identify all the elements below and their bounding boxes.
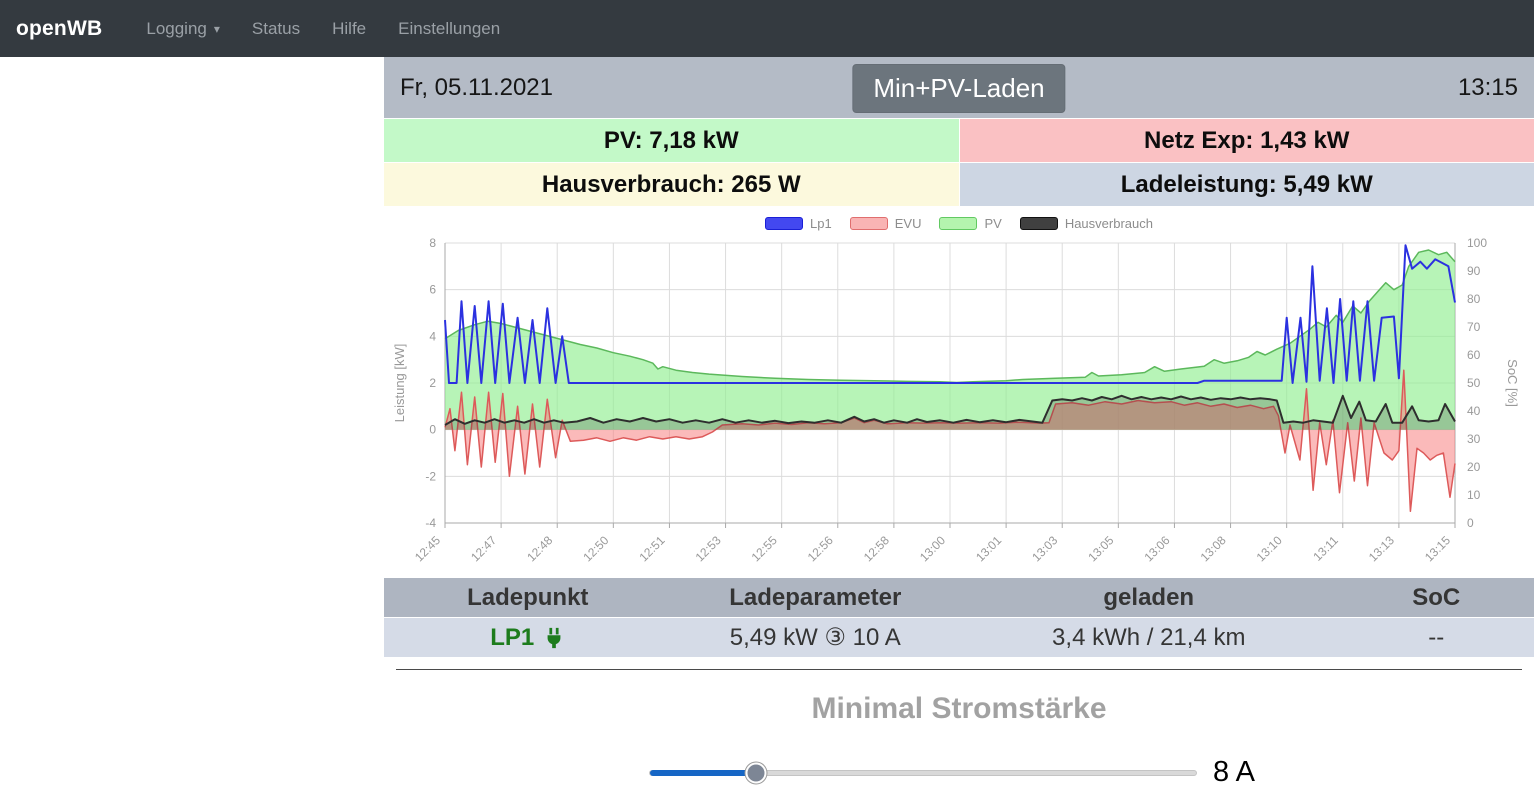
svg-text:60: 60 bbox=[1467, 348, 1481, 362]
table-header-row: Ladepunkt Ladeparameter geladen SoC bbox=[384, 578, 1534, 617]
min-current-title: Minimal Stromstärke bbox=[811, 692, 1107, 725]
svg-text:13:15: 13:15 bbox=[1422, 533, 1453, 564]
svg-text:Leistung [kW]: Leistung [kW] bbox=[392, 344, 407, 423]
svg-text:0: 0 bbox=[429, 423, 436, 437]
svg-text:12:45: 12:45 bbox=[412, 533, 443, 564]
svg-text:SoC [%]: SoC [%] bbox=[1505, 359, 1520, 407]
section-divider bbox=[396, 669, 1522, 670]
svg-text:13:08: 13:08 bbox=[1198, 533, 1229, 564]
netz-cell: Netz Exp: 1,43 kW bbox=[959, 119, 1534, 162]
slider-fill bbox=[650, 769, 757, 776]
svg-text:100: 100 bbox=[1467, 236, 1487, 250]
nav-item-logging[interactable]: Logging ▾ bbox=[146, 18, 220, 38]
soc-value: -- bbox=[1428, 623, 1445, 651]
svg-text:13:00: 13:00 bbox=[917, 533, 948, 564]
svg-text:-2: -2 bbox=[425, 469, 436, 483]
current-date: Fr, 05.11.2021 bbox=[400, 73, 553, 101]
min-current-value: 8 A bbox=[1213, 756, 1255, 786]
legend-item-pv: PV bbox=[939, 216, 1002, 231]
svg-text:13:13: 13:13 bbox=[1366, 533, 1397, 564]
svg-text:13:11: 13:11 bbox=[1310, 533, 1341, 564]
col-header-ladepunkt: Ladepunkt bbox=[467, 583, 589, 611]
svg-text:13:03: 13:03 bbox=[1029, 533, 1060, 564]
slider-thumb[interactable] bbox=[745, 762, 767, 783]
power-status-grid: PV: 7,18 kW Netz Exp: 1,43 kW Hausverbra… bbox=[384, 119, 1534, 206]
col-header-soc: SoC bbox=[1412, 583, 1461, 611]
nav-menu: Logging ▾ Status Hilfe Einstellungen bbox=[146, 19, 500, 39]
svg-text:30: 30 bbox=[1467, 432, 1481, 446]
svg-text:12:51: 12:51 bbox=[636, 533, 667, 564]
chart-legend: Lp1 EVU PV Hausverbrauch bbox=[384, 216, 1534, 231]
svg-text:10: 10 bbox=[1467, 488, 1481, 502]
top-navbar: openWB Logging ▾ Status Hilfe Einstellun… bbox=[0, 0, 1534, 57]
svg-text:12:53: 12:53 bbox=[693, 533, 724, 564]
charge-parameters: 5,49 kW ③ 10 A bbox=[729, 624, 901, 651]
legend-item-evu: EVU bbox=[849, 216, 921, 231]
svg-text:50: 50 bbox=[1467, 376, 1481, 390]
charge-mode-button[interactable]: Min+PV-Laden bbox=[852, 64, 1066, 113]
svg-text:12:58: 12:58 bbox=[861, 533, 892, 564]
svg-text:12:56: 12:56 bbox=[805, 533, 836, 564]
svg-text:13:05: 13:05 bbox=[1085, 533, 1116, 564]
legend-item-hausverbrauch: Hausverbrauch bbox=[1019, 216, 1153, 231]
svg-text:80: 80 bbox=[1467, 292, 1481, 306]
main-content: Fr, 05.11.2021 Min+PV-Laden 13:15 PV: 7,… bbox=[384, 57, 1534, 786]
svg-text:70: 70 bbox=[1467, 320, 1481, 334]
svg-text:12:48: 12:48 bbox=[524, 533, 555, 564]
svg-text:13:10: 13:10 bbox=[1254, 533, 1285, 564]
svg-text:12:50: 12:50 bbox=[580, 533, 611, 564]
legend-item-lp1: Lp1 bbox=[765, 216, 832, 231]
brand-logo[interactable]: openWB bbox=[16, 16, 103, 40]
haus-cell: Hausverbrauch: 265 W bbox=[384, 163, 959, 206]
svg-text:2: 2 bbox=[429, 376, 436, 390]
svg-text:40: 40 bbox=[1467, 404, 1481, 418]
min-current-slider[interactable] bbox=[649, 762, 1197, 783]
min-current-slider-row: 8 A bbox=[384, 756, 1534, 786]
svg-text:12:47: 12:47 bbox=[468, 533, 499, 564]
svg-text:8: 8 bbox=[429, 236, 436, 250]
date-time-bar: Fr, 05.11.2021 Min+PV-Laden 13:15 bbox=[384, 57, 1534, 118]
svg-text:0: 0 bbox=[1467, 516, 1474, 530]
chargepoint-name: LP1 bbox=[490, 624, 565, 652]
pv-cell: PV: 7,18 kW bbox=[384, 119, 959, 162]
svg-text:6: 6 bbox=[429, 283, 436, 297]
plug-icon bbox=[543, 626, 565, 650]
nav-item-status[interactable]: Status bbox=[251, 18, 301, 38]
svg-text:90: 90 bbox=[1467, 264, 1481, 278]
svg-text:13:06: 13:06 bbox=[1141, 533, 1172, 564]
chevron-down-icon: ▾ bbox=[213, 21, 220, 36]
col-header-geladen: geladen bbox=[1103, 583, 1195, 611]
svg-text:20: 20 bbox=[1467, 460, 1481, 474]
svg-text:12:55: 12:55 bbox=[749, 533, 780, 564]
nav-item-einstellungen[interactable]: Einstellungen bbox=[398, 18, 501, 38]
svg-text:-4: -4 bbox=[425, 516, 436, 530]
chargepoint-table: Ladepunkt Ladeparameter geladen SoC LP1 bbox=[384, 578, 1534, 657]
col-header-ladeparameter: Ladeparameter bbox=[729, 583, 902, 611]
lade-cell: Ladeleistung: 5,49 kW bbox=[959, 163, 1534, 206]
nav-item-hilfe[interactable]: Hilfe bbox=[332, 18, 367, 38]
svg-text:4: 4 bbox=[429, 329, 436, 343]
charged-amount: 3,4 kWh / 21,4 km bbox=[1052, 623, 1246, 651]
table-row: LP1 5,49 kW ③ 10 A 3,4 kWh / 21,4 km -- bbox=[384, 618, 1534, 657]
svg-text:13:01: 13:01 bbox=[973, 533, 1004, 564]
current-time: 13:15 bbox=[1457, 73, 1518, 101]
power-chart: Lp1 EVU PV Hausverbrauch 8 6 4 2 0 -2 -4 12:45 12:4… bbox=[384, 206, 1534, 574]
